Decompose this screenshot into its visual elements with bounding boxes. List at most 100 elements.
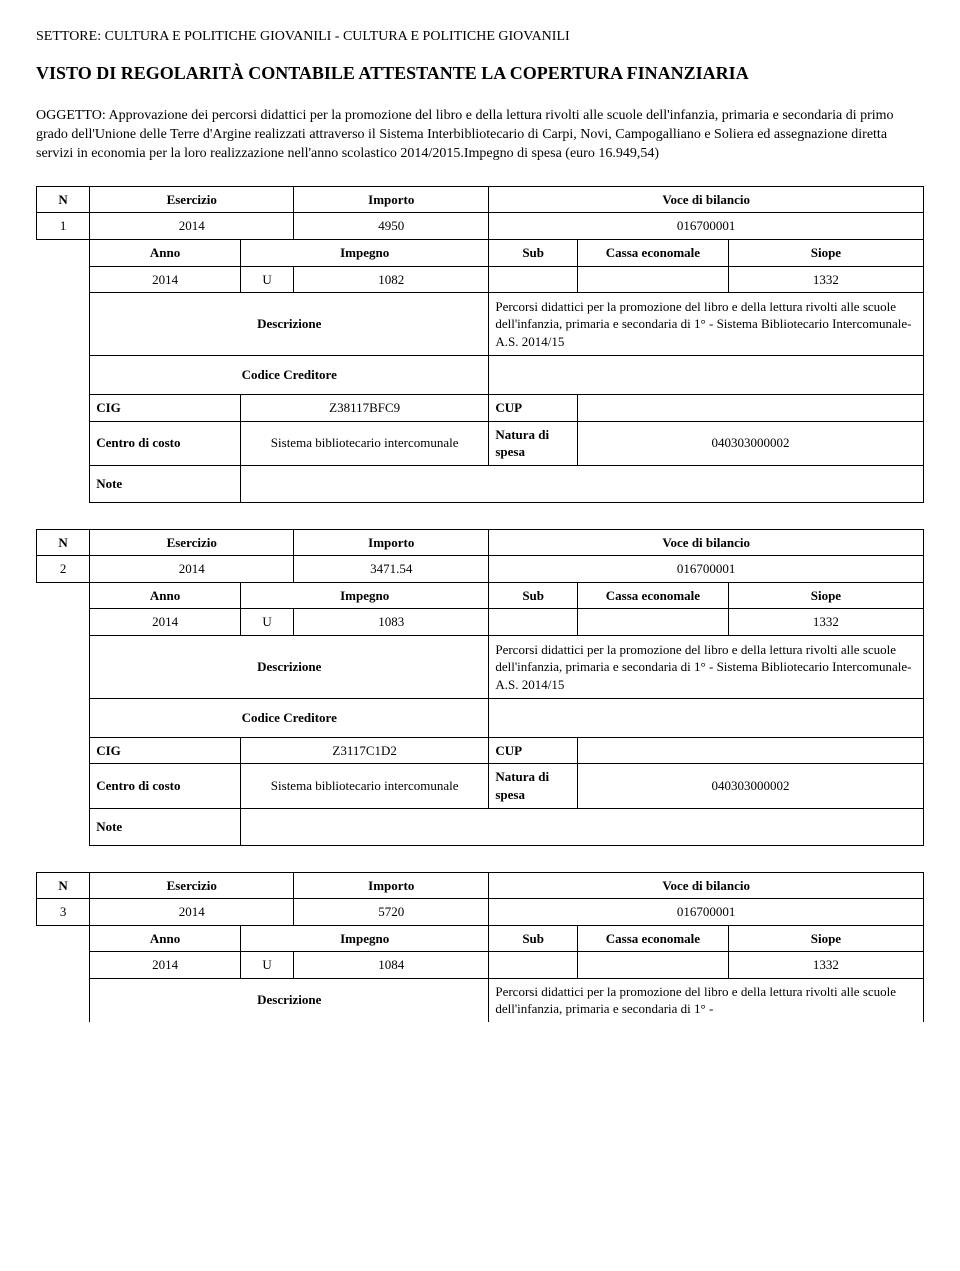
col-siope: Siope [728,582,923,609]
sector-line: SETTORE: CULTURA E POLITICHE GIOVANILI -… [36,28,924,47]
col-esercizio: Esercizio [90,529,294,556]
col-centro-costo: Centro di costo [90,421,241,465]
val-siope: 1332 [728,266,923,293]
val-sub [489,952,578,979]
col-cassa: Cassa economale [578,925,729,952]
table-row: Note [37,465,924,502]
table-row: Descrizione Percorsi didattici per la pr… [37,978,924,1022]
val-cup [578,395,924,422]
val-note [241,808,924,845]
col-cup: CUP [489,737,578,764]
col-importo: Importo [294,872,489,899]
spacer-cell [37,239,90,502]
val-anno: 2014 [90,609,241,636]
table-row: 2 2014 3471.54 016700001 [37,556,924,583]
table-row: CIG Z3117C1D2 CUP [37,737,924,764]
val-codice-creditore [489,698,924,737]
col-codice-creditore: Codice Creditore [90,698,489,737]
object-paragraph: OGGETTO: Approvazione dei percorsi didat… [36,107,924,164]
table-row: Centro di costo Sistema bibliotecario in… [37,421,924,465]
col-descrizione: Descrizione [90,293,489,356]
val-impegno: 1084 [294,952,489,979]
table-row: 2014 U 1083 1332 [37,609,924,636]
val-natura-spesa: 040303000002 [578,421,924,465]
table-row: N Esercizio Importo Voce di bilancio [37,186,924,213]
table-row: Centro di costo Sistema bibliotecario in… [37,764,924,808]
col-impegno: Impegno [241,582,489,609]
val-esercizio: 2014 [90,213,294,240]
val-descrizione: Percorsi didattici per la promozione del… [489,978,924,1022]
val-impegno: 1082 [294,266,489,293]
table-row: Codice Creditore [37,698,924,737]
table-row: 3 2014 5720 016700001 [37,899,924,926]
val-importo: 3471.54 [294,556,489,583]
col-voce: Voce di bilancio [489,186,924,213]
spacer-cell [37,582,90,845]
val-importo: 4950 [294,213,489,240]
val-u: U [241,266,294,293]
table-row: Anno Impegno Sub Cassa economale Siope [37,239,924,266]
col-sub: Sub [489,925,578,952]
col-sub: Sub [489,239,578,266]
col-cig: CIG [90,737,241,764]
col-voce: Voce di bilancio [489,529,924,556]
val-cig: Z3117C1D2 [241,737,489,764]
col-importo: Importo [294,186,489,213]
val-descrizione: Percorsi didattici per la promozione del… [489,635,924,698]
col-cassa: Cassa economale [578,239,729,266]
col-siope: Siope [728,239,923,266]
col-cig: CIG [90,395,241,422]
val-codice-creditore [489,356,924,395]
val-importo: 5720 [294,899,489,926]
val-centro-costo: Sistema bibliotecario intercomunale [241,421,489,465]
col-natura-spesa: Natura di spesa [489,421,578,465]
page-title: VISTO DI REGOLARITÀ CONTABILE ATTESTANTE… [36,61,924,85]
col-esercizio: Esercizio [90,872,294,899]
val-descrizione: Percorsi didattici per la promozione del… [489,293,924,356]
col-impegno: Impegno [241,925,489,952]
val-n: 1 [37,213,90,240]
val-voce: 016700001 [489,213,924,240]
val-anno: 2014 [90,952,241,979]
val-anno: 2014 [90,266,241,293]
val-centro-costo: Sistema bibliotecario intercomunale [241,764,489,808]
val-voce: 016700001 [489,556,924,583]
col-siope: Siope [728,925,923,952]
table-row: 2014 U 1082 1332 [37,266,924,293]
val-u: U [241,952,294,979]
table-row: 1 2014 4950 016700001 [37,213,924,240]
val-siope: 1332 [728,952,923,979]
col-note: Note [90,808,241,845]
entry-table: N Esercizio Importo Voce di bilancio 1 2… [36,186,924,503]
val-impegno: 1083 [294,609,489,636]
val-voce: 016700001 [489,899,924,926]
entry-table: N Esercizio Importo Voce di bilancio 3 2… [36,872,924,1022]
val-sub [489,266,578,293]
col-descrizione: Descrizione [90,635,489,698]
val-natura-spesa: 040303000002 [578,764,924,808]
val-cup [578,737,924,764]
col-voce: Voce di bilancio [489,872,924,899]
col-natura-spesa: Natura di spesa [489,764,578,808]
val-n: 2 [37,556,90,583]
table-row: N Esercizio Importo Voce di bilancio [37,529,924,556]
col-anno: Anno [90,582,241,609]
col-anno: Anno [90,925,241,952]
table-row: Anno Impegno Sub Cassa economale Siope [37,925,924,952]
val-cassa [578,952,729,979]
table-row: 2014 U 1084 1332 [37,952,924,979]
col-centro-costo: Centro di costo [90,764,241,808]
table-row: Anno Impegno Sub Cassa economale Siope [37,582,924,609]
val-n: 3 [37,899,90,926]
table-row: N Esercizio Importo Voce di bilancio [37,872,924,899]
table-row: CIG Z38117BFC9 CUP [37,395,924,422]
val-esercizio: 2014 [90,899,294,926]
val-note [241,465,924,502]
val-sub [489,609,578,636]
val-esercizio: 2014 [90,556,294,583]
col-n: N [37,186,90,213]
entry-table: N Esercizio Importo Voce di bilancio 2 2… [36,529,924,846]
val-u: U [241,609,294,636]
col-esercizio: Esercizio [90,186,294,213]
spacer-cell [37,925,90,1022]
